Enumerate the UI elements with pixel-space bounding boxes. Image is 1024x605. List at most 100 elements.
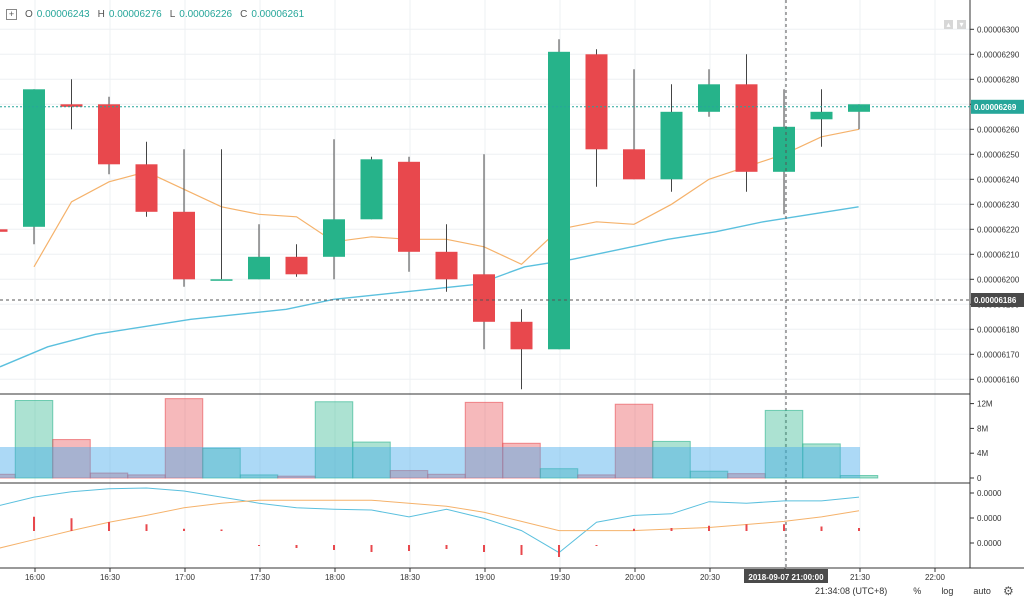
time-tick-label: 21:30	[850, 573, 871, 582]
oscillator-line-blue	[0, 487, 860, 554]
histogram-bar	[445, 545, 448, 549]
auto-toggle[interactable]: auto	[973, 586, 991, 596]
candle-body	[810, 111, 833, 120]
time-tick-label: 16:30	[100, 573, 121, 582]
open-label: O	[25, 9, 33, 20]
time-tick-label: 20:00	[625, 573, 646, 582]
histogram-bar	[595, 545, 598, 546]
log-toggle[interactable]: log	[941, 586, 954, 596]
volume-tick-label: 12M	[977, 400, 993, 409]
histogram-bar	[745, 524, 748, 531]
clock-readout: 21:34:08 (UTC+8)	[815, 586, 888, 596]
low-value: 0.00006226	[179, 9, 233, 20]
price-tick-label: 0.00006230	[977, 200, 1020, 209]
volume-ma-band	[0, 447, 860, 478]
crosshair-price-label: 0.00006186	[974, 296, 1017, 305]
volume-tick-label: 4M	[977, 449, 988, 458]
time-tick-label: 18:30	[400, 573, 421, 582]
candle-body	[210, 279, 233, 281]
oscillator-tick-label: 0.0000	[977, 489, 1002, 498]
candle-body	[60, 104, 83, 107]
candle-body	[698, 84, 720, 112]
candle-body	[510, 321, 533, 350]
candle-body	[435, 251, 458, 280]
settings-gear-icon[interactable]: ⚙	[1003, 584, 1014, 598]
time-tick-label: 20:30	[700, 573, 721, 582]
oscillator-tick-label: 0.0000	[977, 539, 1002, 548]
ohlc-legend: + O 0.00006243 H 0.00006276 L 0.00006226…	[6, 9, 304, 20]
candle-body	[660, 111, 683, 180]
percent-toggle[interactable]: %	[913, 586, 922, 596]
price-tick-label: 0.00006300	[977, 25, 1020, 34]
candle-body	[848, 104, 870, 112]
last-price-label: 0.00006269	[974, 103, 1017, 112]
price-tick-label: 0.00006250	[977, 150, 1020, 159]
oscillator-line-orange	[0, 499, 860, 549]
low-label: L	[169, 9, 176, 20]
histogram-bar	[558, 545, 560, 557]
candle-body	[623, 149, 645, 180]
volume-tick-label: 0	[977, 474, 982, 483]
histogram-bar	[483, 545, 485, 552]
volume-bar	[14, 400, 54, 479]
candle-body	[323, 219, 345, 257]
time-tick-label: 22:00	[925, 573, 946, 582]
candle-body	[398, 161, 420, 252]
price-tick-label: 0.00006210	[977, 250, 1020, 259]
histogram-bar	[258, 545, 260, 546]
crosshair-time-tag	[744, 569, 828, 583]
crosshair-time-label: 2018-09-07 21:00:00	[748, 573, 824, 582]
volume-bar	[839, 475, 879, 479]
price-tick-label: 0.00006240	[977, 175, 1020, 184]
pane-controls: ▴ ▾	[944, 20, 966, 29]
candle-body	[473, 274, 495, 322]
candle-body	[0, 229, 8, 232]
volume-bar	[502, 442, 541, 479]
histogram-bar	[33, 516, 35, 531]
histogram-bar	[333, 545, 335, 550]
time-tick-label: 17:00	[175, 573, 196, 582]
histogram-bar	[783, 524, 785, 531]
price-tick-label: 0.00006290	[977, 50, 1020, 59]
histogram-bar	[295, 545, 298, 548]
high-value: 0.00006276	[108, 9, 162, 20]
histogram-bar	[220, 529, 223, 531]
time-tick-label: 19:30	[550, 573, 571, 582]
candle-body	[135, 164, 158, 212]
candle-body	[585, 54, 608, 150]
time-tick-label: 16:00	[25, 573, 46, 582]
time-tick-label: 19:00	[475, 573, 496, 582]
histogram-bar	[183, 528, 185, 531]
histogram-bar	[858, 528, 860, 531]
price-tick-label: 0.00006220	[977, 225, 1020, 234]
volume-bar	[539, 468, 579, 479]
candle-body	[98, 104, 120, 165]
open-value: 0.00006243	[36, 9, 90, 20]
pane-down-icon[interactable]: ▾	[957, 20, 966, 29]
time-tick-label: 17:30	[250, 573, 271, 582]
candle-body	[285, 256, 308, 275]
price-tick-label: 0.00006200	[977, 275, 1020, 284]
histogram-bar	[370, 545, 373, 552]
oscillator-tick-label: 0.0000	[977, 514, 1002, 523]
high-label: H	[97, 9, 105, 20]
volume-bar	[764, 409, 804, 479]
price-tick-label: 0.00006260	[977, 125, 1020, 134]
crosshair-price-tag	[971, 293, 1024, 307]
status-bar: 21:34:08 (UTC+8) % log auto	[815, 586, 991, 596]
histogram-bar	[520, 545, 523, 555]
volume-tick-label: 8M	[977, 424, 988, 433]
volume-bar	[464, 401, 504, 479]
volume-bar	[52, 439, 91, 479]
histogram-bar	[70, 518, 73, 531]
candle-body	[23, 89, 45, 227]
volume-bar	[802, 443, 841, 479]
pane-up-icon[interactable]: ▴	[944, 20, 953, 29]
histogram-bar	[145, 524, 148, 531]
expand-icon[interactable]: +	[6, 9, 17, 20]
volume-bar	[352, 441, 391, 479]
candle-body	[735, 84, 758, 172]
close-value: 0.00006261	[251, 9, 305, 20]
